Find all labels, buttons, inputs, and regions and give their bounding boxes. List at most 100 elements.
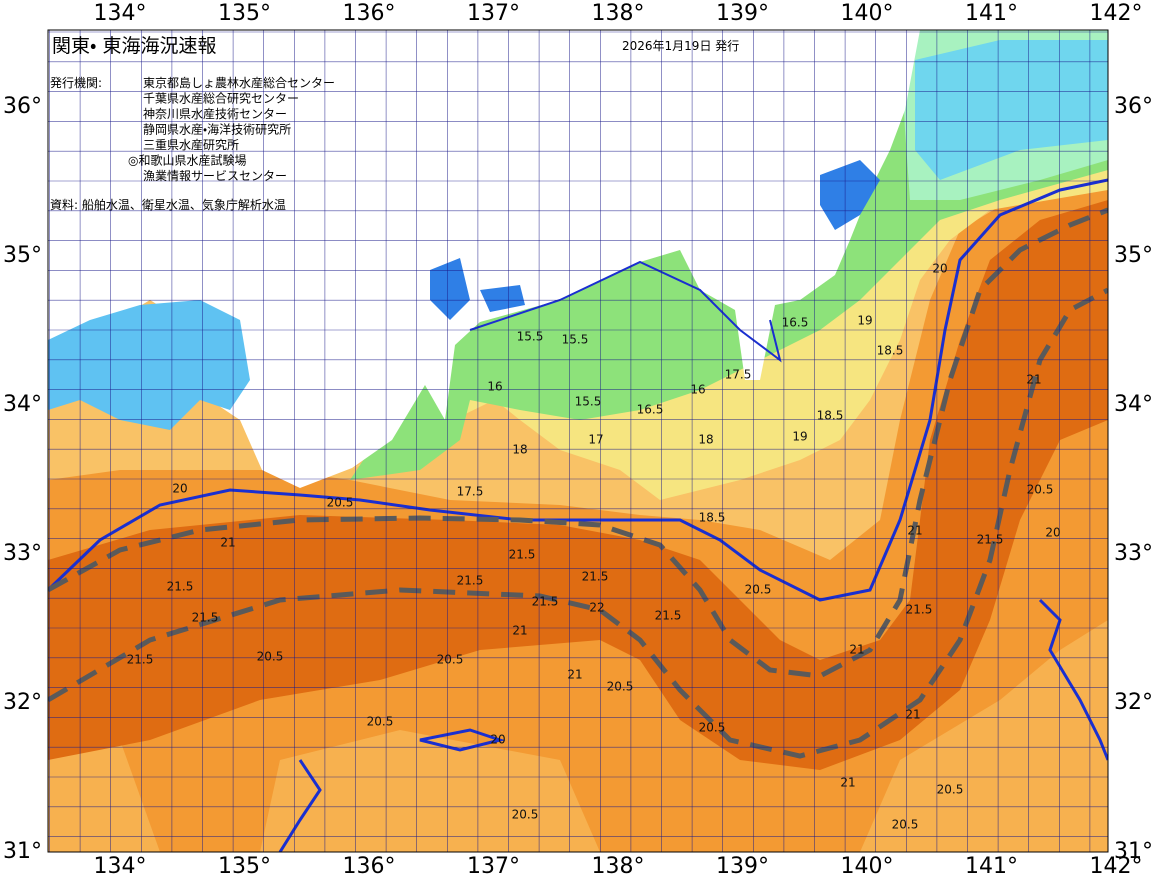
front-line (48, 178, 1108, 602)
contour-label: 20.5 (745, 583, 772, 597)
contour-label: 22 (589, 601, 604, 615)
agency-name: 神奈川県水産技術センター (143, 106, 287, 121)
contour-label: 20.5 (699, 721, 726, 735)
contour-label: 21 (907, 524, 922, 538)
contour-label: 21 (905, 708, 920, 722)
contour-label: 21.5 (532, 595, 559, 609)
contour-label: 21 (567, 668, 582, 682)
contour-label: 21 (220, 536, 235, 550)
kuroshio-band (48, 200, 1108, 770)
contour-label: 20.5 (367, 715, 394, 729)
contour-label: 19 (857, 314, 872, 328)
longitude-label: 139° (716, 1, 769, 26)
longitude-label: 137° (467, 1, 520, 26)
latitude-label: 31° (3, 839, 42, 864)
latitude-label: 34° (3, 392, 42, 417)
contour-label: 16 (487, 380, 502, 394)
latitude-label: 35° (3, 243, 42, 268)
contour-label: 21 (840, 776, 855, 790)
map-title: 関東・ 東海海況速報 (52, 35, 217, 57)
contour-label: 21.5 (906, 603, 933, 617)
agency-list: 東京都島しょ農林水産総合センター千葉県水産総合研究センター神奈川県水産技術センタ… (128, 75, 335, 183)
longitude-label: 136° (343, 1, 396, 26)
contour-label: 20.5 (607, 680, 634, 694)
latitude-label: 32° (3, 690, 42, 715)
sea-cold (915, 40, 1108, 180)
contour-label: 18.5 (817, 409, 844, 423)
longitude-label: 135° (218, 1, 271, 26)
contour-label: 20 (490, 733, 505, 747)
land (48, 30, 920, 488)
contour-label: 16 (690, 383, 705, 397)
contour-label: 18 (512, 443, 527, 457)
contour-label: 20 (932, 262, 947, 276)
longitude-label: 139° (716, 854, 769, 879)
publisher-label: 発行機関: (50, 76, 102, 90)
longitude-label: 142° (1090, 854, 1143, 879)
contour-label: 21.5 (192, 611, 219, 625)
contour-label: 16.5 (782, 316, 809, 330)
contour-label: 21.5 (509, 548, 536, 562)
latitude-label: 36° (1114, 94, 1153, 119)
contour-label: 17.5 (457, 485, 484, 499)
contour-label: 21 (512, 624, 527, 638)
contour-label: 21.5 (127, 653, 154, 667)
contour-label: 21.5 (977, 533, 1004, 547)
data-source: 資料: 船舶水温、衛星水温、気象庁解析水温 (50, 197, 286, 212)
issue-date: 2026年1月19日 発行 (622, 39, 739, 53)
contour-label: 21.5 (167, 580, 194, 594)
latitude-label: 33° (1114, 541, 1153, 566)
longitude-label: 134° (94, 854, 147, 879)
grid (48, 30, 1108, 852)
tokyo-bay (820, 160, 880, 230)
contour-label: 21.5 (457, 574, 484, 588)
contour-label: 20.5 (937, 783, 964, 797)
longitude-label: 135° (218, 854, 271, 879)
eddy-line (278, 598, 1108, 852)
agency-name: 東京都島しょ農林水産総合センター (143, 75, 335, 90)
longitude-label: 138° (592, 854, 645, 879)
longitude-label: 134° (94, 1, 147, 26)
contour-label: 20 (172, 482, 187, 496)
contour-label: 15.5 (575, 395, 602, 409)
contour-label: 18 (698, 433, 713, 447)
contour-label: 21.5 (582, 570, 609, 584)
contour-label: 20.5 (327, 496, 354, 510)
axes: 134° 134° 135° 135° 136° 136° 137° 137° 138° 138°… (3, 1, 1153, 879)
contour-label: 21 (849, 643, 864, 657)
contour-label: 21.5 (655, 609, 682, 623)
longitude-label: 138° (592, 1, 645, 26)
agency-name: ◎和歌山県水産試験場 (128, 153, 246, 168)
latitude-label: 34° (1114, 392, 1153, 417)
longitude-label: 142° (1090, 1, 1143, 26)
kuroshio-axis (48, 207, 1108, 759)
contour-label: 20.5 (437, 653, 464, 667)
longitude-label: 141° (965, 854, 1018, 879)
agency-name: 千葉県水産総合研究センター (143, 91, 299, 106)
sea-light (48, 620, 1108, 852)
ise-bay (430, 258, 525, 320)
agency-name: 漁業情報サービスセンター (143, 169, 287, 183)
contour-label: 19 (792, 430, 807, 444)
contour-label: 20.5 (892, 818, 919, 832)
latitude-label: 33° (3, 541, 42, 566)
contour-labels: 15.5 15.5 15.5 16 16 16.5 16.5 17 17.5 17.5 18 18 18… (127, 262, 1061, 832)
latitude-label: 31° (1114, 839, 1153, 864)
osaka-bay (48, 300, 250, 430)
longitude-label: 140° (841, 854, 894, 879)
latitude-label: 35° (1114, 243, 1153, 268)
contour-label: 15.5 (517, 330, 544, 344)
contour-label: 20.5 (1027, 483, 1054, 497)
longitude-label: 140° (841, 1, 894, 26)
contour-label: 16.5 (637, 403, 664, 417)
longitude-label: 141° (965, 1, 1018, 26)
contour-label: 17.5 (725, 368, 752, 382)
contour-label: 21 (1026, 373, 1041, 387)
contour-label: 20.5 (257, 650, 284, 664)
latitude-label: 32° (1114, 690, 1153, 715)
map-body: 15.5 15.5 15.5 16 16 16.5 16.5 17 17.5 17.5 18 18 18… (48, 30, 1108, 852)
contour-label: 18.5 (877, 344, 904, 358)
contour-label: 20.5 (512, 808, 539, 822)
